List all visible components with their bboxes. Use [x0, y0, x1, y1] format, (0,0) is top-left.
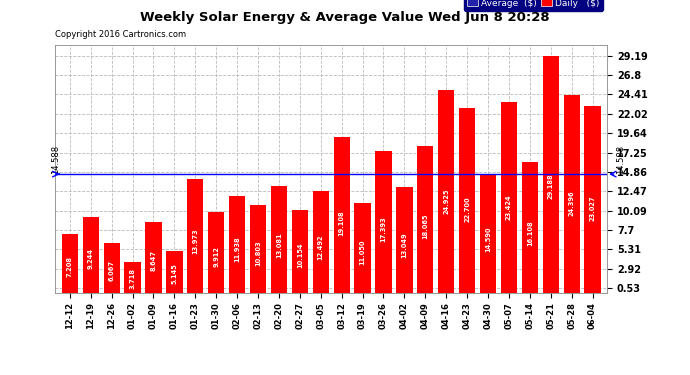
- Bar: [83, 217, 99, 292]
- Bar: [396, 187, 413, 292]
- Bar: [417, 146, 433, 292]
- Bar: [542, 56, 559, 292]
- Text: 19.108: 19.108: [339, 210, 344, 236]
- Text: 8.647: 8.647: [150, 251, 157, 272]
- Text: Copyright 2016 Cartronics.com: Copyright 2016 Cartronics.com: [55, 30, 186, 39]
- Text: 14.588: 14.588: [616, 145, 625, 174]
- Text: 23.027: 23.027: [589, 196, 595, 221]
- Bar: [208, 212, 224, 292]
- Text: 11.050: 11.050: [359, 239, 366, 265]
- Bar: [584, 106, 601, 292]
- Bar: [480, 174, 496, 292]
- Text: 11.938: 11.938: [234, 236, 240, 262]
- Text: 24.925: 24.925: [443, 189, 449, 214]
- Bar: [250, 205, 266, 292]
- Text: 10.803: 10.803: [255, 240, 261, 266]
- Bar: [292, 210, 308, 292]
- Bar: [124, 262, 141, 292]
- Text: 13.081: 13.081: [276, 232, 282, 258]
- Bar: [146, 222, 161, 292]
- Text: 18.065: 18.065: [422, 214, 428, 239]
- Text: 6.067: 6.067: [108, 260, 115, 281]
- Bar: [187, 179, 204, 292]
- Text: 13.973: 13.973: [193, 229, 198, 254]
- Text: 22.700: 22.700: [464, 197, 470, 222]
- Text: 9.912: 9.912: [213, 246, 219, 267]
- Text: 10.154: 10.154: [297, 243, 303, 268]
- Text: 14.588: 14.588: [51, 145, 60, 174]
- Bar: [229, 196, 245, 292]
- Bar: [438, 90, 454, 292]
- Bar: [270, 186, 287, 292]
- Text: 24.396: 24.396: [569, 190, 575, 216]
- Text: Weekly Solar Energy & Average Value Wed Jun 8 20:28: Weekly Solar Energy & Average Value Wed …: [140, 11, 550, 24]
- Text: 16.108: 16.108: [527, 221, 533, 246]
- Bar: [333, 138, 350, 292]
- Bar: [564, 94, 580, 292]
- Text: 5.145: 5.145: [171, 263, 177, 284]
- Legend: Average  ($), Daily   ($): Average ($), Daily ($): [464, 0, 602, 11]
- Text: 29.188: 29.188: [548, 173, 554, 199]
- Text: 23.424: 23.424: [506, 194, 512, 220]
- Bar: [313, 191, 329, 292]
- Bar: [104, 243, 120, 292]
- Text: 17.393: 17.393: [380, 216, 386, 242]
- Bar: [166, 251, 183, 292]
- Bar: [501, 102, 517, 292]
- Text: 14.590: 14.590: [485, 226, 491, 252]
- Text: 13.049: 13.049: [402, 232, 407, 258]
- Bar: [375, 152, 392, 292]
- Bar: [522, 162, 538, 292]
- Bar: [459, 108, 475, 292]
- Text: 9.244: 9.244: [88, 248, 94, 269]
- Bar: [355, 203, 371, 292]
- Text: 7.208: 7.208: [67, 256, 73, 277]
- Bar: [61, 234, 78, 292]
- Text: 3.718: 3.718: [130, 268, 135, 290]
- Text: 12.492: 12.492: [318, 234, 324, 260]
